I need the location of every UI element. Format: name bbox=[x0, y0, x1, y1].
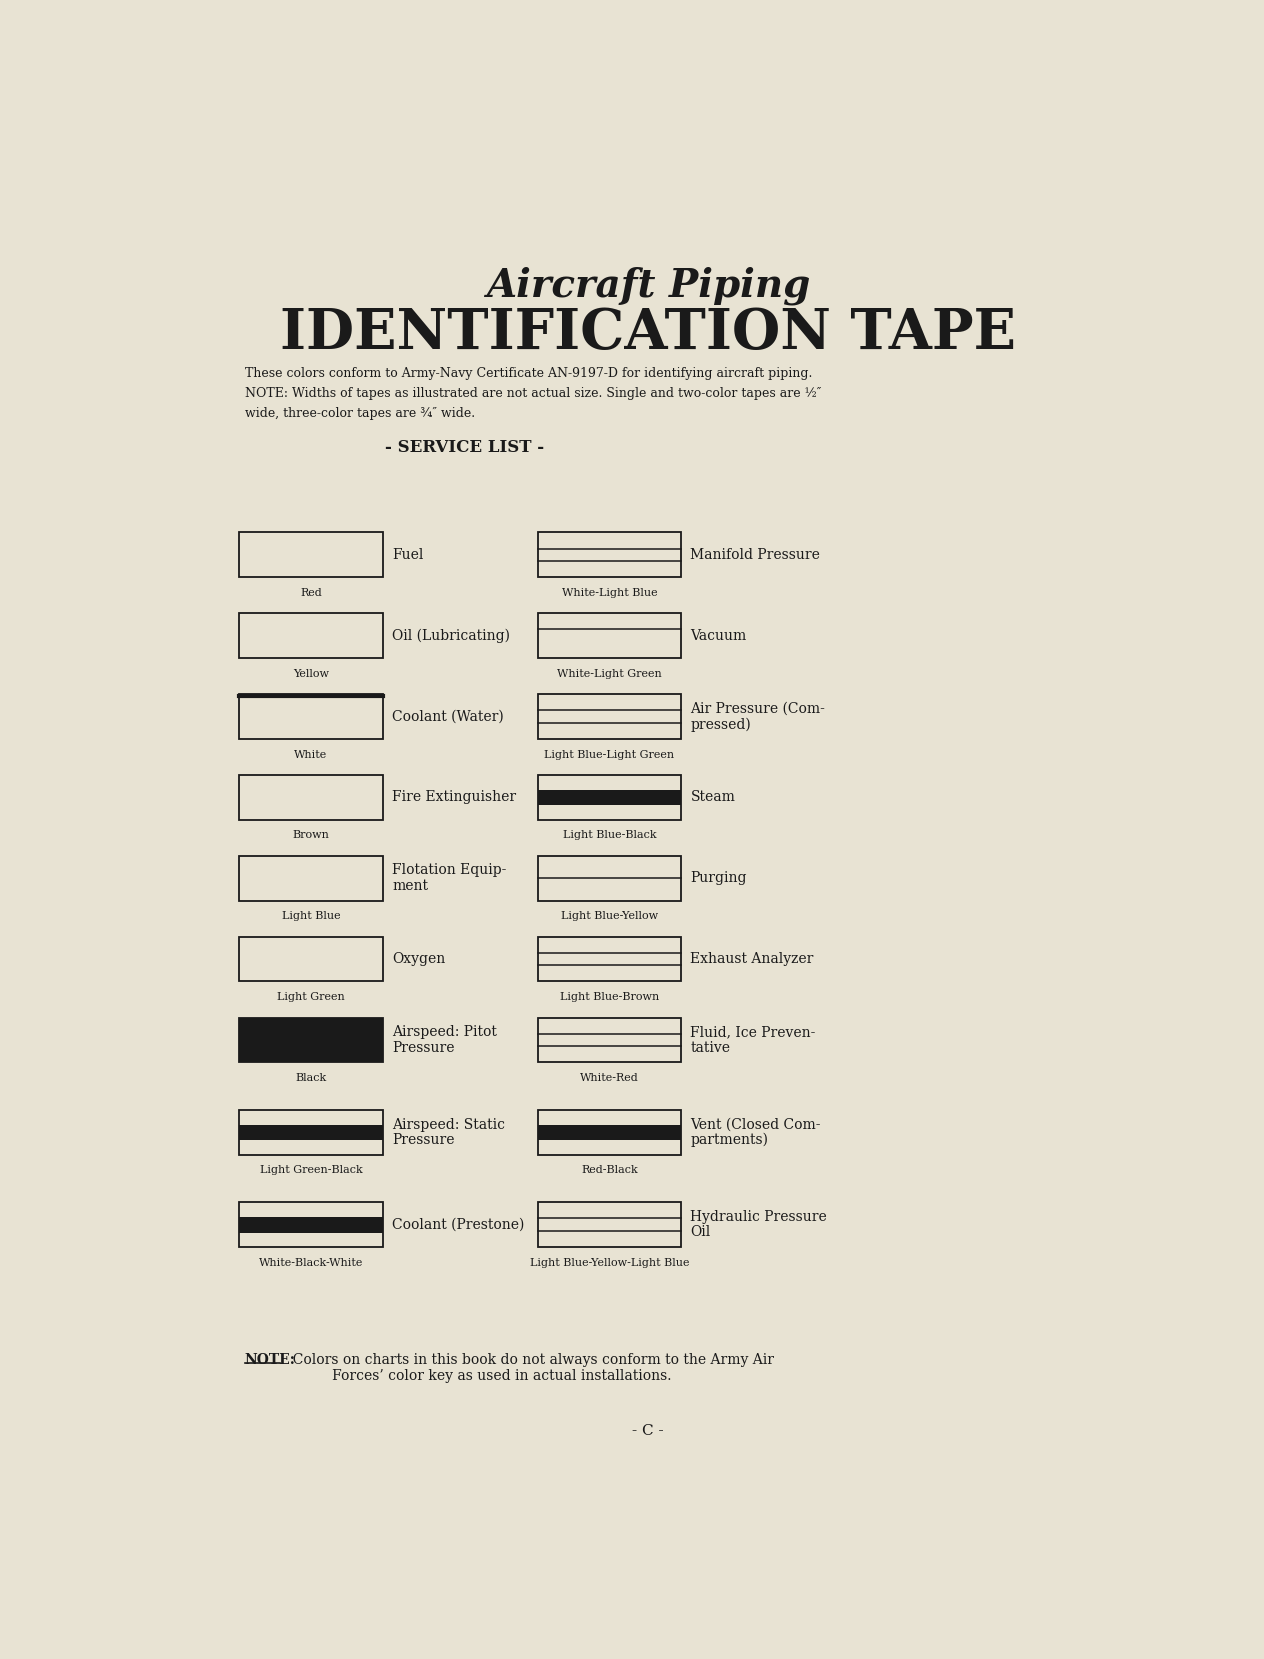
Bar bbox=[537, 775, 681, 820]
Text: partments): partments) bbox=[690, 1133, 769, 1148]
Text: White-Red: White-Red bbox=[580, 1073, 638, 1083]
Bar bbox=[537, 1203, 681, 1248]
Text: Light Blue-Yellow: Light Blue-Yellow bbox=[561, 911, 659, 921]
Text: tative: tative bbox=[690, 1040, 731, 1055]
Bar bbox=[239, 1017, 383, 1062]
Text: Oil: Oil bbox=[690, 1226, 710, 1239]
Text: Flotation Equip-: Flotation Equip- bbox=[392, 863, 507, 878]
Text: White-Black-White: White-Black-White bbox=[259, 1258, 363, 1267]
Bar bbox=[537, 693, 681, 738]
Text: Colors on charts in this book do not always conform to the Army Air: Colors on charts in this book do not alw… bbox=[283, 1352, 774, 1367]
Text: Aircraft Piping: Aircraft Piping bbox=[485, 267, 810, 305]
Text: - C -: - C - bbox=[632, 1423, 664, 1438]
Text: pressed): pressed) bbox=[690, 717, 751, 732]
Text: Fluid, Ice Preven-: Fluid, Ice Preven- bbox=[690, 1025, 815, 1039]
Bar bbox=[239, 1203, 383, 1248]
Bar bbox=[239, 693, 383, 738]
Text: Fuel: Fuel bbox=[392, 547, 423, 562]
Text: Black: Black bbox=[296, 1073, 326, 1083]
Text: Pressure: Pressure bbox=[392, 1040, 455, 1055]
Text: Coolant (Water): Coolant (Water) bbox=[392, 710, 504, 723]
Text: - SERVICE LIST -: - SERVICE LIST - bbox=[384, 440, 544, 456]
Text: Light Green-Black: Light Green-Black bbox=[259, 1165, 363, 1176]
Text: NOTE: Widths of tapes as illustrated are not actual size. Single and two-color t: NOTE: Widths of tapes as illustrated are… bbox=[245, 387, 822, 400]
Bar bbox=[239, 1125, 383, 1140]
Text: Oxygen: Oxygen bbox=[392, 952, 445, 966]
Bar bbox=[537, 1017, 681, 1062]
Text: Light Blue-Yellow-Light Blue: Light Blue-Yellow-Light Blue bbox=[530, 1258, 689, 1267]
Text: Fire Extinguisher: Fire Extinguisher bbox=[392, 790, 516, 805]
Text: NOTE:: NOTE: bbox=[245, 1352, 296, 1367]
Bar bbox=[239, 1110, 383, 1155]
Bar bbox=[537, 856, 681, 901]
Text: White: White bbox=[295, 750, 327, 760]
Text: Vent (Closed Com-: Vent (Closed Com- bbox=[690, 1118, 820, 1131]
Text: White-Light Blue: White-Light Blue bbox=[561, 587, 657, 597]
Text: Pressure: Pressure bbox=[392, 1133, 455, 1146]
Text: ment: ment bbox=[392, 879, 428, 893]
Text: Airspeed: Static: Airspeed: Static bbox=[392, 1118, 506, 1131]
Text: Light Blue: Light Blue bbox=[282, 911, 340, 921]
Text: Light Blue-Brown: Light Blue-Brown bbox=[560, 992, 659, 1002]
Text: Oil (Lubricating): Oil (Lubricating) bbox=[392, 629, 511, 644]
Bar bbox=[239, 614, 383, 659]
Text: Manifold Pressure: Manifold Pressure bbox=[690, 547, 820, 562]
Bar bbox=[239, 937, 383, 982]
Bar bbox=[239, 775, 383, 820]
Text: White-Light Green: White-Light Green bbox=[557, 669, 662, 679]
Text: Light Green: Light Green bbox=[277, 992, 345, 1002]
Text: Hydraulic Pressure: Hydraulic Pressure bbox=[690, 1209, 827, 1224]
Bar bbox=[537, 533, 681, 577]
Text: Brown: Brown bbox=[293, 831, 330, 841]
Bar bbox=[537, 1125, 681, 1140]
Text: Vacuum: Vacuum bbox=[690, 629, 747, 642]
Bar bbox=[537, 790, 681, 805]
Text: Steam: Steam bbox=[690, 790, 736, 805]
Text: Light Blue-Black: Light Blue-Black bbox=[562, 831, 656, 841]
Text: Air Pressure (Com-: Air Pressure (Com- bbox=[690, 702, 825, 715]
Text: Forces’ color key as used in actual installations.: Forces’ color key as used in actual inst… bbox=[283, 1369, 671, 1384]
Text: Yellow: Yellow bbox=[293, 669, 329, 679]
Bar bbox=[239, 1017, 383, 1062]
Text: Light Blue-Light Green: Light Blue-Light Green bbox=[545, 750, 675, 760]
Text: Red: Red bbox=[300, 587, 322, 597]
Text: Coolant (Prestone): Coolant (Prestone) bbox=[392, 1218, 525, 1231]
Bar bbox=[537, 614, 681, 659]
Bar bbox=[537, 1110, 681, 1155]
Text: IDENTIFICATION TAPE: IDENTIFICATION TAPE bbox=[279, 307, 1016, 362]
Text: Exhaust Analyzer: Exhaust Analyzer bbox=[690, 952, 814, 966]
Text: Red-Black: Red-Black bbox=[581, 1165, 638, 1176]
Text: Airspeed: Pitot: Airspeed: Pitot bbox=[392, 1025, 497, 1039]
Bar bbox=[239, 1216, 383, 1233]
Text: wide, three-color tapes are ¾″ wide.: wide, three-color tapes are ¾″ wide. bbox=[245, 406, 475, 420]
Bar bbox=[537, 937, 681, 982]
Bar bbox=[239, 533, 383, 577]
Text: These colors conform to Army-Navy Certificate AN-9197-D for identifying aircraft: These colors conform to Army-Navy Certif… bbox=[245, 367, 813, 380]
Text: Purging: Purging bbox=[690, 871, 747, 886]
Bar bbox=[239, 856, 383, 901]
